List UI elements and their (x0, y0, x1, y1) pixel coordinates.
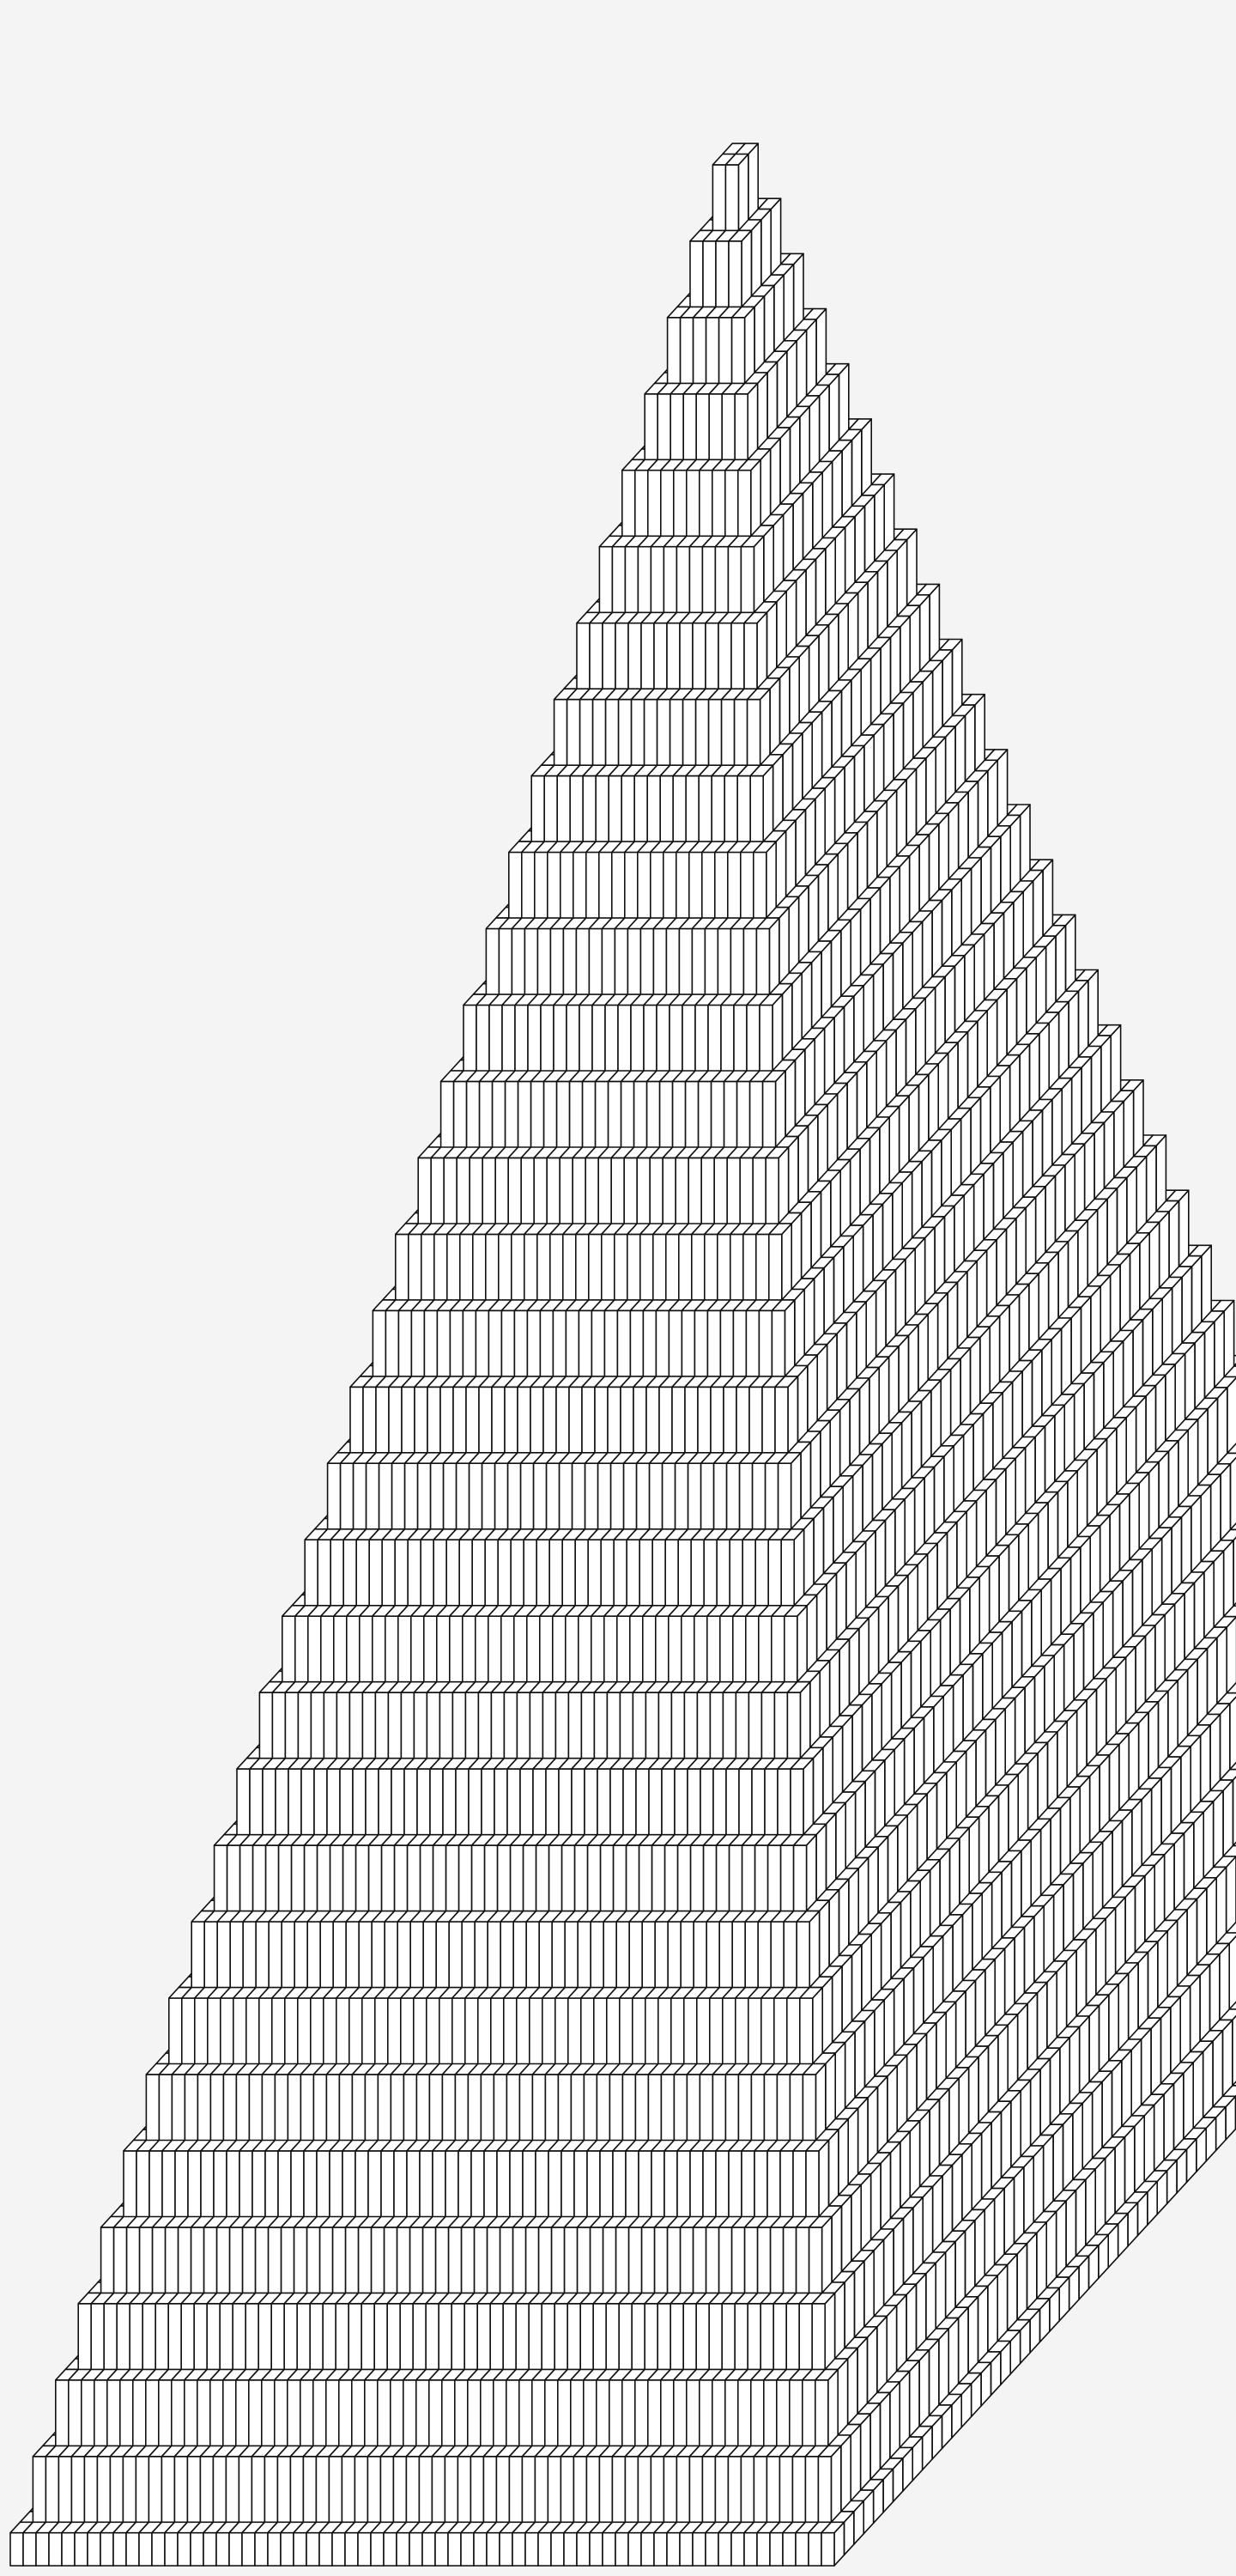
surface-faces (9, 143, 1236, 2567)
surface-top-face (1229, 1522, 1236, 1531)
